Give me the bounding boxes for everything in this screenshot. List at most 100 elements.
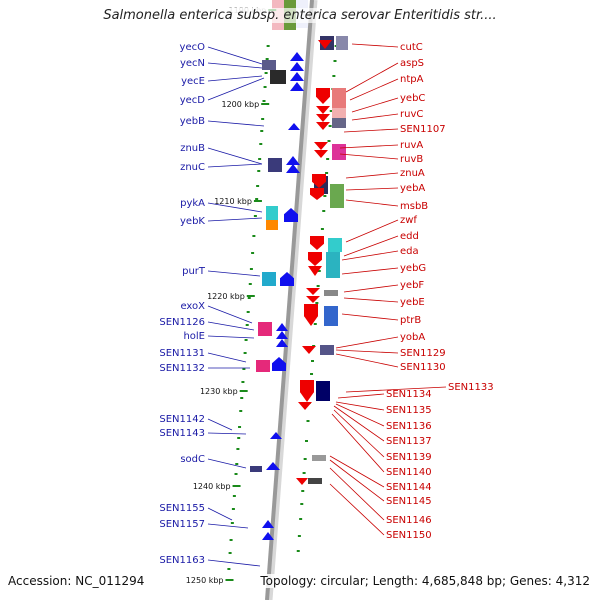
left-gene-arrow xyxy=(276,331,288,339)
tick-mark xyxy=(266,45,270,47)
tick-mark xyxy=(299,518,303,520)
gene-label-SEN1135: SEN1135 xyxy=(386,405,432,416)
tick-mark xyxy=(231,508,235,510)
gene-block xyxy=(256,360,270,372)
gene-label-SEN1140: SEN1140 xyxy=(386,467,432,478)
page-title: Salmonella enterica subsp. enterica sero… xyxy=(0,8,600,23)
right-gene-arrow xyxy=(296,478,308,485)
gene-label-ntpA: ntpA xyxy=(400,74,424,85)
tick-mark xyxy=(228,552,232,554)
right-leader-line xyxy=(335,349,399,354)
gene-label-cutC: cutC xyxy=(400,42,423,53)
left-gene-arrow xyxy=(276,339,288,347)
tick-mark xyxy=(302,472,306,474)
gene-label-znuC: znuC xyxy=(180,162,205,173)
right-leader-line xyxy=(337,393,385,399)
tick-mark xyxy=(247,297,251,299)
gene-label-SEN1134: SEN1134 xyxy=(386,389,432,400)
gene-label-sodC: sodC xyxy=(180,454,205,465)
gene-label-yebK: yebK xyxy=(180,216,205,227)
gene-label-SEN1143: SEN1143 xyxy=(159,428,205,439)
right-leader-line xyxy=(339,144,399,149)
right-leader-line xyxy=(335,353,399,368)
gene-label-SEN1142: SEN1142 xyxy=(159,414,205,425)
right-gene-arrow xyxy=(298,402,312,410)
left-gene-arrow xyxy=(262,532,274,540)
tick-mark xyxy=(249,268,253,270)
right-leader-line xyxy=(345,172,399,179)
gene-label-edd: edd xyxy=(400,231,419,242)
tick-mark xyxy=(263,86,267,88)
tick-mark xyxy=(310,373,314,375)
scale-tick xyxy=(253,200,262,202)
right-gene-arrow xyxy=(310,236,324,250)
gene-block xyxy=(332,144,346,160)
right-leader-line xyxy=(343,297,399,303)
tick-mark xyxy=(327,140,331,142)
gene-label-SEN1129: SEN1129 xyxy=(400,348,446,359)
tick-mark xyxy=(244,339,248,341)
right-leader-line xyxy=(345,62,399,93)
gene-block xyxy=(332,88,346,108)
left-gene-arrow xyxy=(290,52,304,61)
gene-label-aspS: aspS xyxy=(400,58,424,69)
tick-mark xyxy=(227,568,231,570)
right-gene-arrow xyxy=(306,288,320,295)
scale-label: 1210 kbp xyxy=(214,197,252,206)
left-gene-arrow xyxy=(266,462,280,470)
left-leader-line xyxy=(207,321,255,331)
right-gene-arrow xyxy=(316,106,330,114)
tick-mark xyxy=(253,215,257,217)
left-leader-line xyxy=(207,458,247,469)
right-leader-line xyxy=(351,97,399,113)
right-leader-line xyxy=(349,78,399,101)
gene-block xyxy=(330,184,344,208)
gene-label-yecO: yecO xyxy=(180,42,206,53)
tick-mark xyxy=(264,72,268,74)
right-leader-line xyxy=(331,413,385,473)
backbone-line xyxy=(265,0,314,600)
left-gene-arrow xyxy=(286,156,300,165)
tick-mark xyxy=(322,210,326,212)
gene-label-yebG: yebG xyxy=(400,263,426,274)
left-leader-line xyxy=(207,523,249,529)
right-gene-arrow xyxy=(308,266,322,276)
left-gene-arrow xyxy=(288,123,300,130)
tick-mark xyxy=(238,426,242,428)
gene-label-ptrB: ptrB xyxy=(400,315,421,326)
tick-mark xyxy=(297,535,301,537)
left-gene-arrow xyxy=(284,208,298,222)
gene-label-yecE: yecE xyxy=(181,76,205,87)
left-leader-line xyxy=(207,352,247,363)
right-gene-arrow xyxy=(308,252,322,266)
tick-mark xyxy=(230,522,234,524)
right-gene-arrow xyxy=(300,380,314,402)
scale-tick xyxy=(239,390,248,392)
gene-block xyxy=(326,252,340,278)
gene-label-SEN1146: SEN1146 xyxy=(386,515,432,526)
left-leader-line xyxy=(207,418,233,431)
gene-label-yebC: yebC xyxy=(400,93,425,104)
tick-mark xyxy=(237,437,241,439)
gene-label-purT: purT xyxy=(182,266,206,277)
gene-label-SEN1126: SEN1126 xyxy=(159,317,205,328)
right-leader-line xyxy=(341,313,399,321)
gene-label-SEN1139: SEN1139 xyxy=(386,452,432,463)
scale-tick xyxy=(225,579,234,581)
tick-mark xyxy=(248,283,252,285)
tick-mark xyxy=(305,440,308,442)
gene-label-ruvB: ruvB xyxy=(400,154,423,165)
gene-label-holE: holE xyxy=(183,331,205,342)
gene-label-msbB: msbB xyxy=(400,201,428,212)
right-leader-line xyxy=(343,235,399,257)
left-gene-arrow xyxy=(280,272,294,286)
gene-block xyxy=(270,70,286,84)
tick-mark xyxy=(300,503,304,505)
right-leader-line xyxy=(335,401,385,411)
gene-block xyxy=(328,238,342,252)
gene-label-yecD: yecD xyxy=(180,95,206,106)
tick-mark xyxy=(320,228,324,230)
tick-mark xyxy=(326,158,330,160)
tick-mark xyxy=(260,130,264,132)
